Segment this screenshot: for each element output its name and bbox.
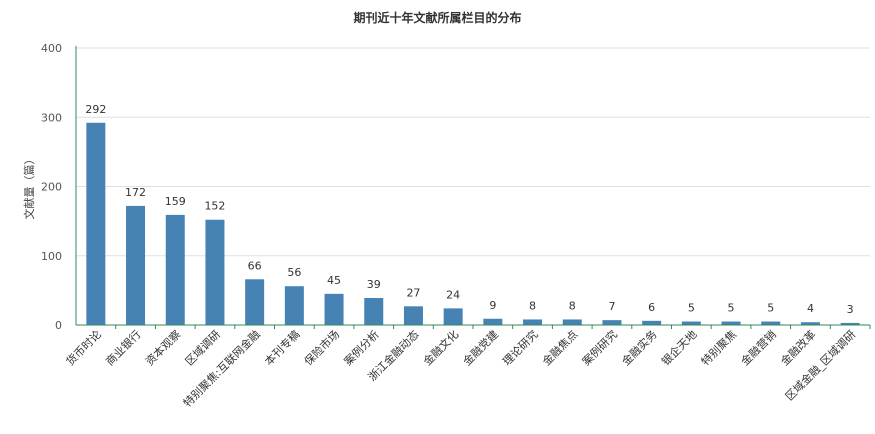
x-tick-label: 金融实务	[619, 327, 660, 368]
data-label: 8	[569, 299, 576, 312]
x-tick-label: 理论研究	[500, 327, 541, 368]
bar	[165, 214, 185, 325]
bar	[403, 306, 423, 325]
bar	[602, 320, 622, 325]
y-axis-title: 文献量（篇）	[22, 154, 36, 220]
x-tick-label: 区域金融_区域调研	[782, 327, 858, 403]
data-label: 24	[446, 288, 460, 301]
data-label: 292	[85, 103, 106, 116]
bars	[86, 122, 860, 325]
x-tick-label: 货币时论	[63, 327, 104, 368]
x-tick-label: 案例分析	[341, 327, 382, 368]
x-tick-label: 金融党建	[460, 327, 501, 368]
y-tick-label: 400	[41, 42, 62, 55]
bar	[324, 293, 344, 325]
x-tick-label: 保险市场	[301, 327, 342, 368]
data-label: 9	[489, 299, 496, 312]
bar	[761, 321, 781, 325]
data-label: 66	[248, 259, 262, 272]
data-label: 5	[767, 302, 774, 315]
bar	[245, 279, 265, 325]
data-label: 45	[327, 274, 341, 287]
chart-title: 期刊近十年文献所属栏目的分布	[353, 11, 522, 25]
y-tick-label: 200	[41, 181, 62, 194]
bar	[483, 318, 503, 325]
labels: 0 100 200 300 400 292 货币时论 172 商业银行 159 资本观察 152 区域调…	[22, 42, 858, 410]
x-tick-label: 案例研究	[579, 327, 620, 368]
x-tick-label: 金融文化	[420, 327, 461, 368]
data-label: 27	[406, 286, 420, 299]
x-tick-label: 本刊专稿	[261, 327, 302, 368]
bar	[800, 322, 820, 325]
data-label: 5	[688, 302, 695, 315]
gridlines	[76, 47, 870, 257]
y-tick-label: 0	[55, 319, 62, 332]
data-label: 4	[807, 302, 814, 315]
axes	[75, 46, 871, 329]
x-tick-label: 特别聚焦:互联网金融	[180, 327, 263, 410]
x-tick-label: 金融焦点	[539, 327, 580, 368]
bar	[443, 308, 463, 325]
data-label: 172	[125, 186, 146, 199]
data-label: 152	[204, 200, 225, 213]
y-tick-label: 300	[41, 111, 62, 124]
bar	[642, 320, 662, 325]
bar	[205, 219, 225, 325]
x-tick-label: 特别聚焦	[698, 327, 739, 368]
y-tick-label: 100	[41, 250, 62, 263]
bar	[523, 319, 543, 325]
data-label: 39	[367, 278, 381, 291]
bar	[840, 322, 860, 325]
data-label: 7	[608, 300, 615, 313]
x-tick-label: 资本观察	[142, 327, 183, 368]
x-tick-label: 金融营销	[738, 327, 779, 368]
data-label: 8	[529, 299, 536, 312]
bar	[284, 286, 304, 325]
data-label: 159	[165, 195, 186, 208]
data-label: 6	[648, 301, 655, 314]
x-tick-label: 金融改革	[778, 327, 819, 368]
x-tick-label: 区域调研	[183, 328, 223, 368]
bar	[364, 297, 384, 325]
x-tick-label: 银企天地	[658, 327, 699, 368]
data-label: 5	[728, 302, 735, 315]
bar	[86, 122, 106, 325]
bar	[721, 321, 741, 325]
data-label: 56	[287, 266, 301, 279]
bar	[681, 321, 701, 325]
bar	[126, 205, 146, 325]
x-tick-label: 商业银行	[103, 327, 144, 368]
data-label: 3	[847, 303, 854, 316]
bar	[562, 319, 582, 325]
